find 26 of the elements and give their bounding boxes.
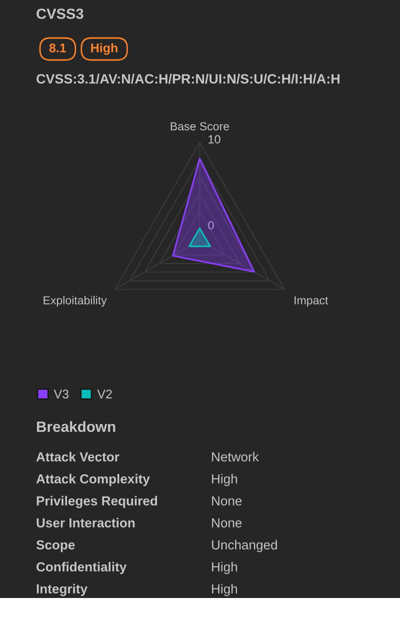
text: High [91, 43, 118, 55]
text: Scope [36, 540, 75, 552]
text: High [212, 474, 238, 486]
spoke-label: Base Score [170, 122, 229, 130]
text: Network [212, 452, 259, 462]
spoke-label: Impact [294, 296, 328, 307]
text: High [212, 562, 238, 574]
text: Attack Complexity [36, 474, 150, 486]
legend-label: V3 [54, 390, 68, 398]
text: High [212, 584, 238, 596]
y-tick-label: 0 [208, 221, 214, 230]
spoke-label: Exploitability [44, 296, 107, 307]
legend-label: V2 [97, 390, 112, 398]
text: Integrity [36, 584, 88, 596]
text: Breakdown [36, 421, 116, 432]
chart-subtitle: CVSS:3.1/AV:N/AC:H/PR:N/UI:N/S:U/C:H/I:H/A:H [36, 74, 340, 84]
text: Unchanged [212, 540, 277, 552]
text: Privileges Required [36, 496, 158, 508]
chart-title: CVSS3 [36, 8, 84, 19]
text: Attack Vector [36, 452, 120, 462]
y-tick-label: 10 [208, 135, 220, 144]
text: 8.1 [49, 44, 66, 52]
text: User Interaction [36, 518, 135, 528]
text: None [212, 496, 242, 506]
text: Confidentiality [36, 562, 127, 574]
text: None [212, 518, 242, 528]
